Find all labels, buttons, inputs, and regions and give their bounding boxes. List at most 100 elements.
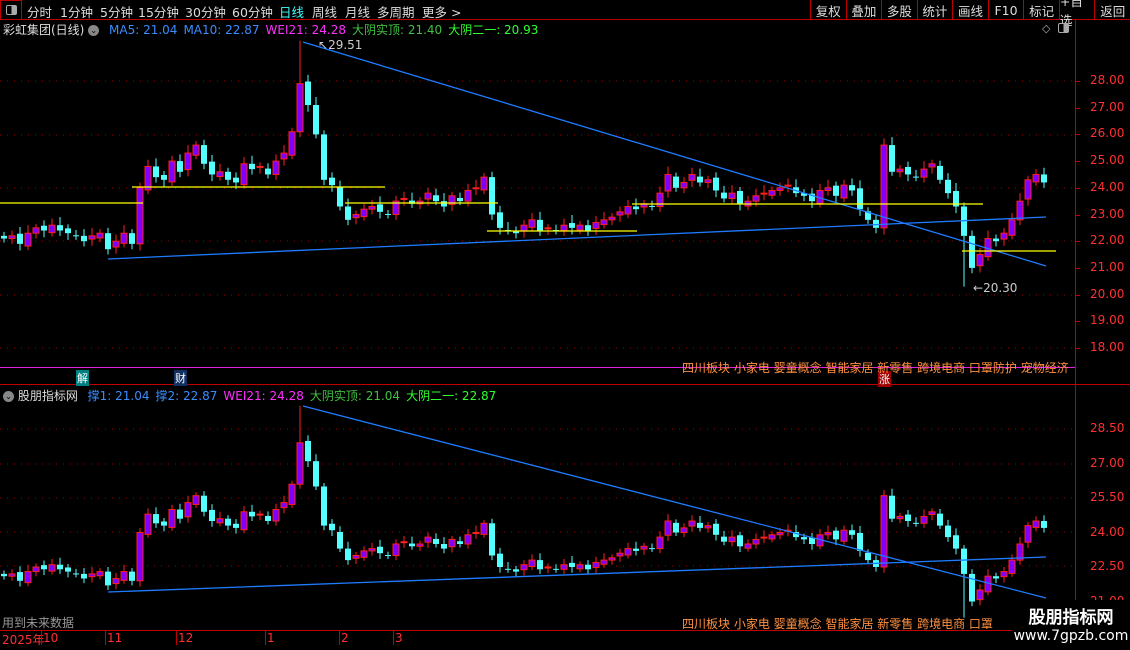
candle-main bbox=[937, 165, 943, 180]
panel-toggle-icon[interactable] bbox=[1058, 23, 1069, 33]
toolbar-button-6[interactable]: 标记 bbox=[1023, 0, 1059, 20]
candle-main bbox=[624, 205, 632, 215]
candle-sub bbox=[697, 522, 703, 528]
candle-main bbox=[752, 195, 760, 202]
candle-main bbox=[865, 211, 871, 220]
candle-sub bbox=[272, 509, 280, 522]
candle-main bbox=[824, 187, 832, 191]
period-tab-3[interactable]: 15分钟 bbox=[138, 5, 179, 20]
candle-main bbox=[953, 191, 959, 207]
toolbar-button-1[interactable]: 叠加 bbox=[845, 0, 882, 20]
candle-main bbox=[833, 185, 839, 196]
y-tick bbox=[1075, 187, 1080, 189]
finance-badge[interactable]: 财 bbox=[174, 370, 187, 386]
candle-main bbox=[1032, 173, 1040, 183]
candle-main bbox=[905, 166, 911, 175]
candle-sub bbox=[889, 495, 895, 519]
high-price-label: 29.51 bbox=[328, 38, 363, 52]
limit-up-badge[interactable]: 涨 bbox=[878, 371, 891, 387]
trend-line[interactable] bbox=[302, 405, 1047, 599]
unlock-badge[interactable]: 解 bbox=[76, 370, 89, 386]
candle-main bbox=[664, 173, 672, 192]
sidebar-toggle-icon[interactable] bbox=[0, 0, 22, 20]
y-tick-label: 19.00 bbox=[1090, 313, 1125, 328]
candle-sub bbox=[32, 566, 40, 573]
trend-line[interactable] bbox=[107, 216, 1047, 260]
candle-sub bbox=[768, 534, 776, 540]
indicator-value: 大阴二一: 20.93 bbox=[448, 23, 539, 37]
candle-sub bbox=[337, 532, 343, 549]
candle-sub bbox=[256, 513, 264, 516]
period-tab-10[interactable]: 更多 > bbox=[422, 5, 462, 20]
y-tick-label: 27.00 bbox=[1090, 455, 1125, 470]
y-tick-label: 22.00 bbox=[1090, 233, 1125, 248]
date-axis-line bbox=[0, 630, 1075, 631]
candle-main bbox=[385, 213, 391, 215]
candle-sub bbox=[280, 502, 288, 509]
candle-sub bbox=[360, 550, 368, 558]
y-tick-label: 25.00 bbox=[1090, 153, 1125, 168]
candle-main bbox=[544, 227, 552, 230]
candle-main bbox=[616, 211, 624, 216]
candle-main bbox=[649, 205, 655, 207]
period-tab-8[interactable]: 月线 bbox=[345, 5, 371, 20]
candle-sub bbox=[24, 571, 32, 584]
toolbar-button-2[interactable]: 多股 bbox=[881, 0, 917, 20]
candle-main bbox=[120, 232, 128, 244]
candle-main bbox=[73, 235, 79, 237]
y-tick-label: 28.00 bbox=[1090, 73, 1125, 87]
trend-line[interactable] bbox=[107, 556, 1047, 593]
date-label: 11 bbox=[107, 631, 123, 645]
candle-main bbox=[105, 233, 111, 250]
candle-sub bbox=[728, 536, 736, 543]
candle-main bbox=[680, 181, 688, 189]
y-tick bbox=[1075, 321, 1080, 323]
candle-sub bbox=[560, 564, 568, 570]
period-tab-6[interactable]: 日线 bbox=[279, 5, 305, 20]
candle-main bbox=[296, 83, 304, 133]
candle-main bbox=[945, 179, 951, 194]
candle-main bbox=[721, 192, 727, 199]
candle-main bbox=[161, 174, 167, 180]
candle-main bbox=[513, 230, 519, 234]
dropdown-icon[interactable]: ⌄ bbox=[3, 391, 14, 402]
candle-sub bbox=[801, 537, 807, 540]
period-tab-4[interactable]: 30分钟 bbox=[185, 5, 226, 20]
candle-sub bbox=[489, 523, 495, 556]
toolbar-button-5[interactable]: F10 bbox=[987, 0, 1024, 20]
diamond-icon[interactable]: ◇ bbox=[1042, 22, 1051, 35]
candle-main bbox=[857, 188, 863, 210]
candlestick-chart[interactable] bbox=[0, 0, 1075, 630]
candle-sub bbox=[793, 532, 799, 538]
candle-sub bbox=[937, 513, 943, 526]
candle-sub bbox=[377, 546, 383, 554]
toolbar-button-3[interactable]: 统计 bbox=[916, 0, 953, 20]
period-tab-7[interactable]: 周线 bbox=[312, 5, 338, 20]
candle-sub bbox=[656, 536, 664, 550]
candle-sub bbox=[704, 525, 712, 529]
period-tab-0[interactable]: 分时 bbox=[27, 5, 53, 20]
indicator-value: WEI21: 24.28 bbox=[223, 389, 304, 403]
concept-topics-sub: 四川板块 小家电 婴童概念 智能家居 新零售 跨境电商 口罩 bbox=[682, 617, 993, 631]
period-tab-5[interactable]: 60分钟 bbox=[232, 5, 273, 20]
trend-line[interactable] bbox=[302, 41, 1047, 267]
indicator-value: 大阴二一: 22.87 bbox=[406, 389, 497, 403]
candle-sub bbox=[1, 573, 7, 577]
toolbar-button-4[interactable]: 画线 bbox=[952, 0, 988, 20]
candle-sub bbox=[464, 534, 472, 545]
candle-sub bbox=[1024, 525, 1032, 543]
candle-sub bbox=[153, 514, 159, 524]
period-tab-2[interactable]: 5分钟 bbox=[100, 5, 133, 20]
watermark-name: 股朋指标网 bbox=[1028, 608, 1114, 628]
date-label: 2025年 bbox=[2, 633, 45, 647]
candle-sub bbox=[953, 535, 959, 549]
dropdown-icon[interactable]: ⌄ bbox=[88, 25, 100, 36]
candle-main bbox=[656, 192, 664, 207]
period-tab-1[interactable]: 1分钟 bbox=[60, 5, 93, 20]
candle-sub bbox=[81, 573, 87, 579]
candle-sub bbox=[392, 543, 400, 556]
period-tab-9[interactable]: 多周期 bbox=[377, 5, 415, 20]
toolbar-button-8[interactable]: 返回 bbox=[1094, 0, 1130, 20]
candle-sub bbox=[553, 568, 559, 570]
toolbar-button-0[interactable]: 复权 bbox=[810, 0, 846, 20]
